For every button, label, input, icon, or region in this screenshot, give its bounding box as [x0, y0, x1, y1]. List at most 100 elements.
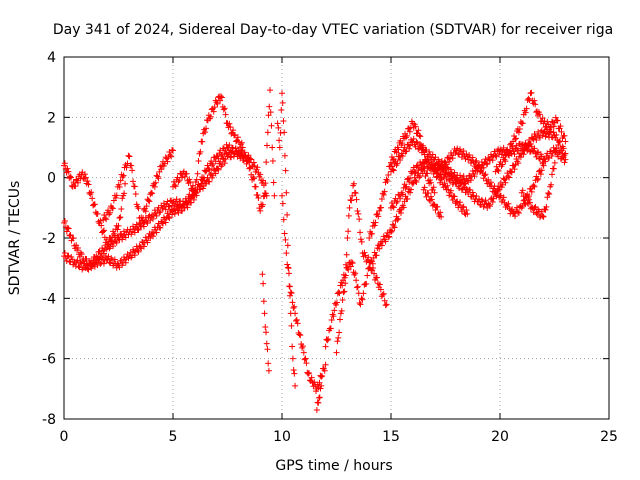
data-point-track-e: [171, 182, 178, 189]
data-point-track-o: [478, 159, 485, 166]
data-point-track-b: [142, 234, 149, 241]
data-point-track-r: [544, 194, 551, 201]
data-point-track-n: [481, 172, 488, 179]
data-point-track-l: [383, 301, 390, 308]
data-point-track-o: [407, 142, 414, 149]
data-point-track-b: [106, 259, 113, 266]
data-point-track-e: [211, 104, 218, 111]
data-point-track-c: [97, 217, 104, 224]
data-point-track-q: [528, 89, 535, 96]
data-point-track-i: [293, 316, 300, 323]
data-point-track-k: [359, 296, 366, 303]
data-point-track-f: [260, 193, 267, 200]
data-point-track-m: [461, 210, 468, 217]
data-point-track-k: [353, 277, 360, 284]
data-point-track-b: [184, 204, 191, 211]
data-point-track-d: [102, 215, 109, 222]
data-point-track-m: [416, 132, 423, 139]
data-point-track-r: [548, 181, 555, 188]
data-point-track-f: [255, 195, 262, 202]
data-point-track-i: [283, 250, 290, 257]
data-point-track-a: [166, 203, 173, 210]
data-point-track-r: [553, 147, 560, 154]
data-point-track-f: [266, 103, 273, 110]
data-point-track-e: [214, 100, 221, 107]
y-tick-label: -2: [42, 231, 56, 247]
data-point-track-o: [531, 145, 538, 152]
data-point-track-b: [80, 260, 87, 267]
data-point-track-k: [357, 301, 364, 308]
data-point-track-a: [160, 200, 167, 207]
data-point-track-l: [382, 302, 389, 309]
data-point-track-f: [259, 201, 266, 208]
data-point-track-b: [171, 210, 178, 217]
data-point-track-d: [123, 164, 130, 171]
data-point-track-s: [434, 203, 441, 210]
data-point-track-k: [427, 176, 434, 183]
data-point-track-l: [335, 334, 342, 341]
data-point-track-n: [446, 158, 453, 165]
data-point-track-n: [534, 176, 541, 183]
data-point-track-a: [156, 209, 163, 216]
data-point-track-q: [515, 129, 522, 136]
data-point-track-a: [214, 165, 221, 172]
data-point-track-q: [548, 124, 555, 131]
data-point-track-a: [113, 239, 120, 246]
data-point-track-n: [421, 163, 428, 170]
data-point-track-s: [437, 209, 444, 216]
data-point-track-k: [416, 174, 423, 181]
data-point-track-q: [531, 97, 538, 104]
data-point-track-o: [451, 169, 458, 176]
data-point-track-k: [349, 260, 356, 267]
data-point-track-k: [364, 272, 371, 279]
data-point-track-a: [140, 223, 147, 230]
data-point-track-b: [206, 166, 213, 173]
data-point-track-p: [489, 198, 496, 205]
data-point-track-r: [551, 159, 558, 166]
data-point-track-p: [463, 185, 470, 192]
data-point-track-g: [260, 298, 267, 305]
data-point-track-p: [556, 138, 563, 145]
data-point-track-b: [245, 155, 252, 162]
data-point-track-b: [212, 158, 219, 165]
data-point-track-n: [487, 179, 494, 186]
data-point-track-q: [505, 150, 512, 157]
data-point-track-p: [434, 170, 441, 177]
data-point-track-n: [418, 164, 425, 171]
data-point-track-o: [388, 163, 395, 170]
data-point-track-i: [282, 236, 289, 243]
data-point-track-a: [134, 226, 141, 233]
data-point-track-b: [104, 256, 111, 263]
data-point-track-n: [505, 200, 512, 207]
data-point-track-c: [116, 214, 123, 221]
data-point-track-d: [128, 162, 135, 169]
data-point-track-b: [190, 196, 197, 203]
data-point-track-c: [70, 179, 77, 186]
data-point-track-q: [512, 135, 519, 142]
data-point-track-b: [229, 145, 236, 152]
data-point-track-n: [469, 154, 476, 161]
data-point-track-q: [552, 114, 559, 121]
data-point-track-i: [281, 230, 288, 237]
data-point-track-e: [193, 176, 200, 183]
data-point-track-n: [402, 184, 409, 191]
data-point-track-a: [143, 218, 150, 225]
data-point-track-i: [296, 331, 303, 338]
data-point-track-i: [284, 261, 291, 268]
data-point-track-q: [522, 109, 529, 116]
data-point-track-o: [419, 146, 426, 153]
data-point-track-r: [534, 211, 541, 218]
data-point-track-o: [394, 160, 401, 167]
data-point-track-d: [140, 214, 147, 221]
data-point-track-k: [424, 170, 431, 177]
data-point-track-n: [403, 183, 410, 190]
data-point-track-n: [472, 159, 479, 166]
data-point-track-b: [150, 230, 157, 237]
data-point-track-k: [412, 177, 419, 184]
data-point-track-e: [172, 183, 179, 190]
data-point-track-c: [84, 178, 91, 185]
data-point-track-p: [560, 145, 567, 152]
data-point-track-q: [509, 143, 516, 150]
data-point-track-h: [276, 137, 283, 144]
data-point-track-i: [285, 264, 292, 271]
